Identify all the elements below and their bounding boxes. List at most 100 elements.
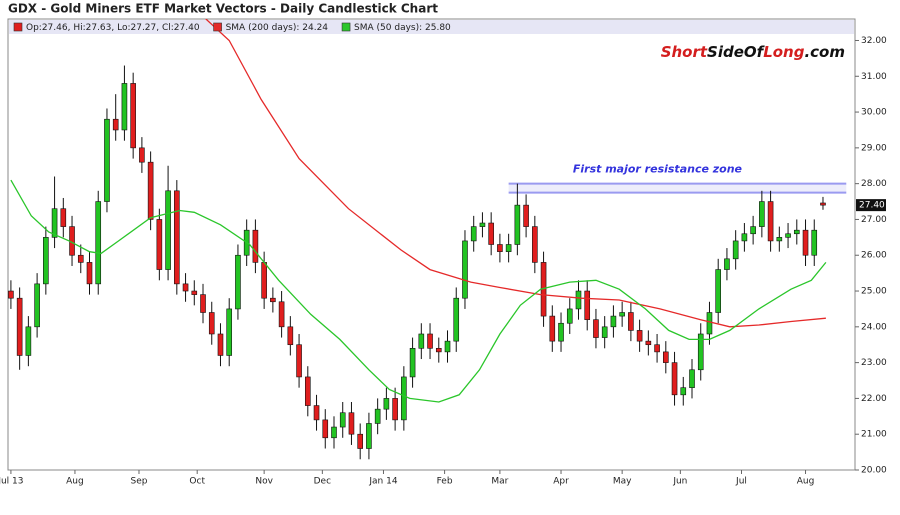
y-tick-label: 27.00 (861, 215, 887, 225)
candle-body (820, 202, 826, 206)
candle-body (741, 233, 748, 242)
resistance-band (508, 183, 847, 193)
y-tick-label: 25.00 (861, 287, 887, 297)
plot-area (7, 18, 856, 471)
candle-body (776, 237, 783, 242)
candle-body (532, 226, 538, 263)
candle-body (139, 147, 145, 163)
x-tick-label: Dec (314, 477, 331, 487)
watermark-part: Long (763, 43, 805, 61)
candle-body (156, 219, 163, 270)
candle-body (462, 240, 468, 299)
candle-body (759, 201, 765, 227)
legend-label: SMA (50 days): 25.80 (354, 23, 451, 33)
candle-body (514, 204, 521, 245)
candle-body (418, 333, 425, 349)
candle-body (706, 312, 713, 335)
y-tick-label: 31.00 (861, 72, 887, 82)
chart-title: GDX - Gold Miners ETF Market Vectors - D… (8, 2, 438, 16)
candle-body (654, 344, 660, 353)
candle-body (278, 301, 285, 328)
x-tick-label: May (613, 477, 632, 487)
candle-body (95, 201, 102, 285)
legend-label: Op:27.46, Hi:27.63, Lo:27.27, Cl:27.40 (26, 23, 200, 33)
candle-body (523, 204, 529, 227)
candle-body (235, 254, 241, 310)
candle-body (558, 322, 564, 342)
candle-body (645, 340, 652, 346)
candle-body (488, 222, 494, 245)
y-tick-label: 24.00 (861, 322, 887, 332)
x-tick-label: Jan 14 (368, 477, 397, 487)
candle-body (313, 405, 320, 421)
axes: 20.00 21.00 22.00 23.00 24.00 25.00 26.00 27.00… (0, 22, 887, 487)
candle-body (174, 190, 180, 285)
candle-body (366, 423, 372, 449)
x-tick-label: Jun (672, 477, 687, 487)
candle-body (785, 233, 791, 238)
y-tick-label: 23.00 (861, 358, 887, 368)
candle-body (43, 237, 49, 285)
candle-body (584, 290, 591, 320)
candle-body (689, 369, 695, 388)
candle-body (549, 315, 556, 342)
candle-body (121, 83, 128, 131)
x-tick-label: Sep (130, 477, 147, 487)
candle-body (697, 333, 704, 371)
candle-body (296, 344, 302, 378)
candle-body (357, 433, 363, 449)
last-price-label: 27.40 (859, 201, 885, 211)
annotation: First major resistance zone (573, 163, 743, 176)
x-tick-label: Jul 13 (0, 477, 23, 487)
candle-body (261, 262, 267, 299)
x-tick-label: Nov (255, 477, 273, 487)
y-tick-label: 29.00 (861, 143, 887, 153)
candle-body (77, 254, 84, 263)
y-tick-label: 21.00 (861, 430, 887, 440)
candle-body (191, 290, 198, 295)
candle-body (16, 297, 23, 356)
candle-body (575, 290, 582, 310)
watermark: ShortSideOfLong.com (661, 43, 845, 61)
candle-body (628, 312, 634, 331)
candle-body (34, 283, 40, 328)
candle-body (383, 398, 390, 410)
candle-body (453, 297, 460, 342)
candle-body (112, 118, 119, 131)
legend-swatch (13, 22, 23, 32)
candle-body (270, 297, 276, 303)
x-tick-label: Aug (797, 477, 815, 487)
candle-body (392, 398, 398, 421)
x-tick-label: Oct (189, 477, 205, 487)
candle-body (593, 319, 599, 338)
candle-body (208, 312, 215, 335)
x-tick-label: Apr (553, 477, 569, 487)
candle-body (339, 412, 346, 428)
candle-body (182, 283, 189, 292)
candle-body (811, 229, 818, 256)
candle-body (435, 348, 442, 353)
candle-body (51, 208, 58, 238)
candle-body (715, 269, 721, 313)
x-tick-label: Feb (437, 477, 453, 487)
candle-body (793, 229, 800, 235)
legend-swatch (341, 22, 351, 32)
candle-body (304, 376, 311, 406)
y-tick-label: 30.00 (861, 108, 887, 118)
candle-body (348, 412, 355, 435)
candle-body (226, 308, 233, 356)
candle-body (680, 387, 687, 396)
candle-body (750, 226, 756, 235)
candle-body (610, 315, 617, 328)
candle-body (767, 201, 774, 242)
candle-body (217, 333, 224, 356)
candle-body (619, 312, 625, 317)
plot (8, 19, 847, 460)
candle-body (566, 308, 573, 324)
candle-body (732, 240, 739, 260)
candle-body (322, 419, 329, 439)
legend-swatch (213, 22, 222, 32)
candle-body (671, 362, 678, 396)
